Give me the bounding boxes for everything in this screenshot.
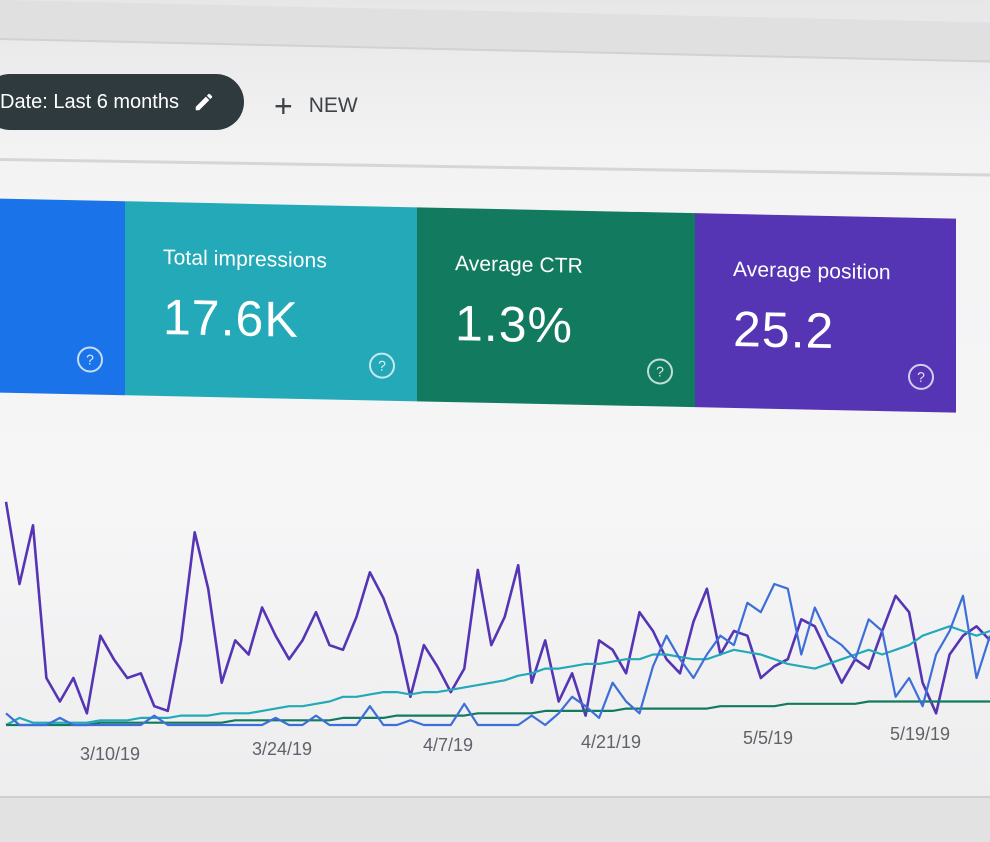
series-line-3 [5,582,990,727]
series-line-2 [6,700,990,727]
chart-svg: 3/10/19 3/24/19 4/7/19 4/21/19 5/5/19 5/19/19 [4,501,990,764]
series-line-1 [5,625,990,726]
metric-title: Average position [733,257,891,285]
metric-value: 17.6K [163,289,299,348]
metric-title: Total impressions [163,246,327,273]
x-tick-label: 5/5/19 [743,728,793,748]
top-strip [0,0,990,63]
help-icon[interactable]: ? [908,363,934,391]
new-filter-button[interactable]: + NEW [274,86,358,126]
help-icon[interactable]: ? [369,352,395,379]
help-icon[interactable]: ? [647,358,673,385]
bottom-bar [0,796,990,842]
performance-chart: 3/10/19 3/24/19 4/7/19 4/21/19 5/5/19 5/19/19 [0,470,990,770]
metric-value: 1.3% [455,295,573,354]
help-icon[interactable]: ? [77,346,103,373]
x-tick-label: 5/19/19 [890,724,950,744]
metric-value [8,261,125,263]
new-label: NEW [308,94,358,117]
date-filter-label: Date: Last 6 months [0,90,179,113]
metric-value: 25.2 [733,300,835,360]
plus-icon: + [274,88,293,124]
series-line-0 [4,501,990,717]
metric-card-impressions[interactable]: Total impressions 17.6K ? [125,201,417,402]
metric-card-position[interactable]: Average position 25.2 ? [695,213,956,413]
metric-card-ctr[interactable]: Average CTR 1.3% ? [417,207,695,408]
metric-cards: ? Total impressions 17.6K ? Average CTR … [0,198,960,419]
x-tick-label: 3/24/19 [252,739,312,759]
metric-title: Average CTR [455,252,583,278]
x-tick-label: 4/21/19 [581,732,641,752]
metric-card-clicks[interactable]: ? [0,198,125,396]
x-tick-label: 3/10/19 [80,744,140,764]
date-filter-chip[interactable]: Date: Last 6 months [0,74,244,130]
divider [0,158,990,177]
pencil-icon[interactable] [193,91,215,113]
x-tick-label: 4/7/19 [423,735,473,755]
metric-title [8,243,125,245]
